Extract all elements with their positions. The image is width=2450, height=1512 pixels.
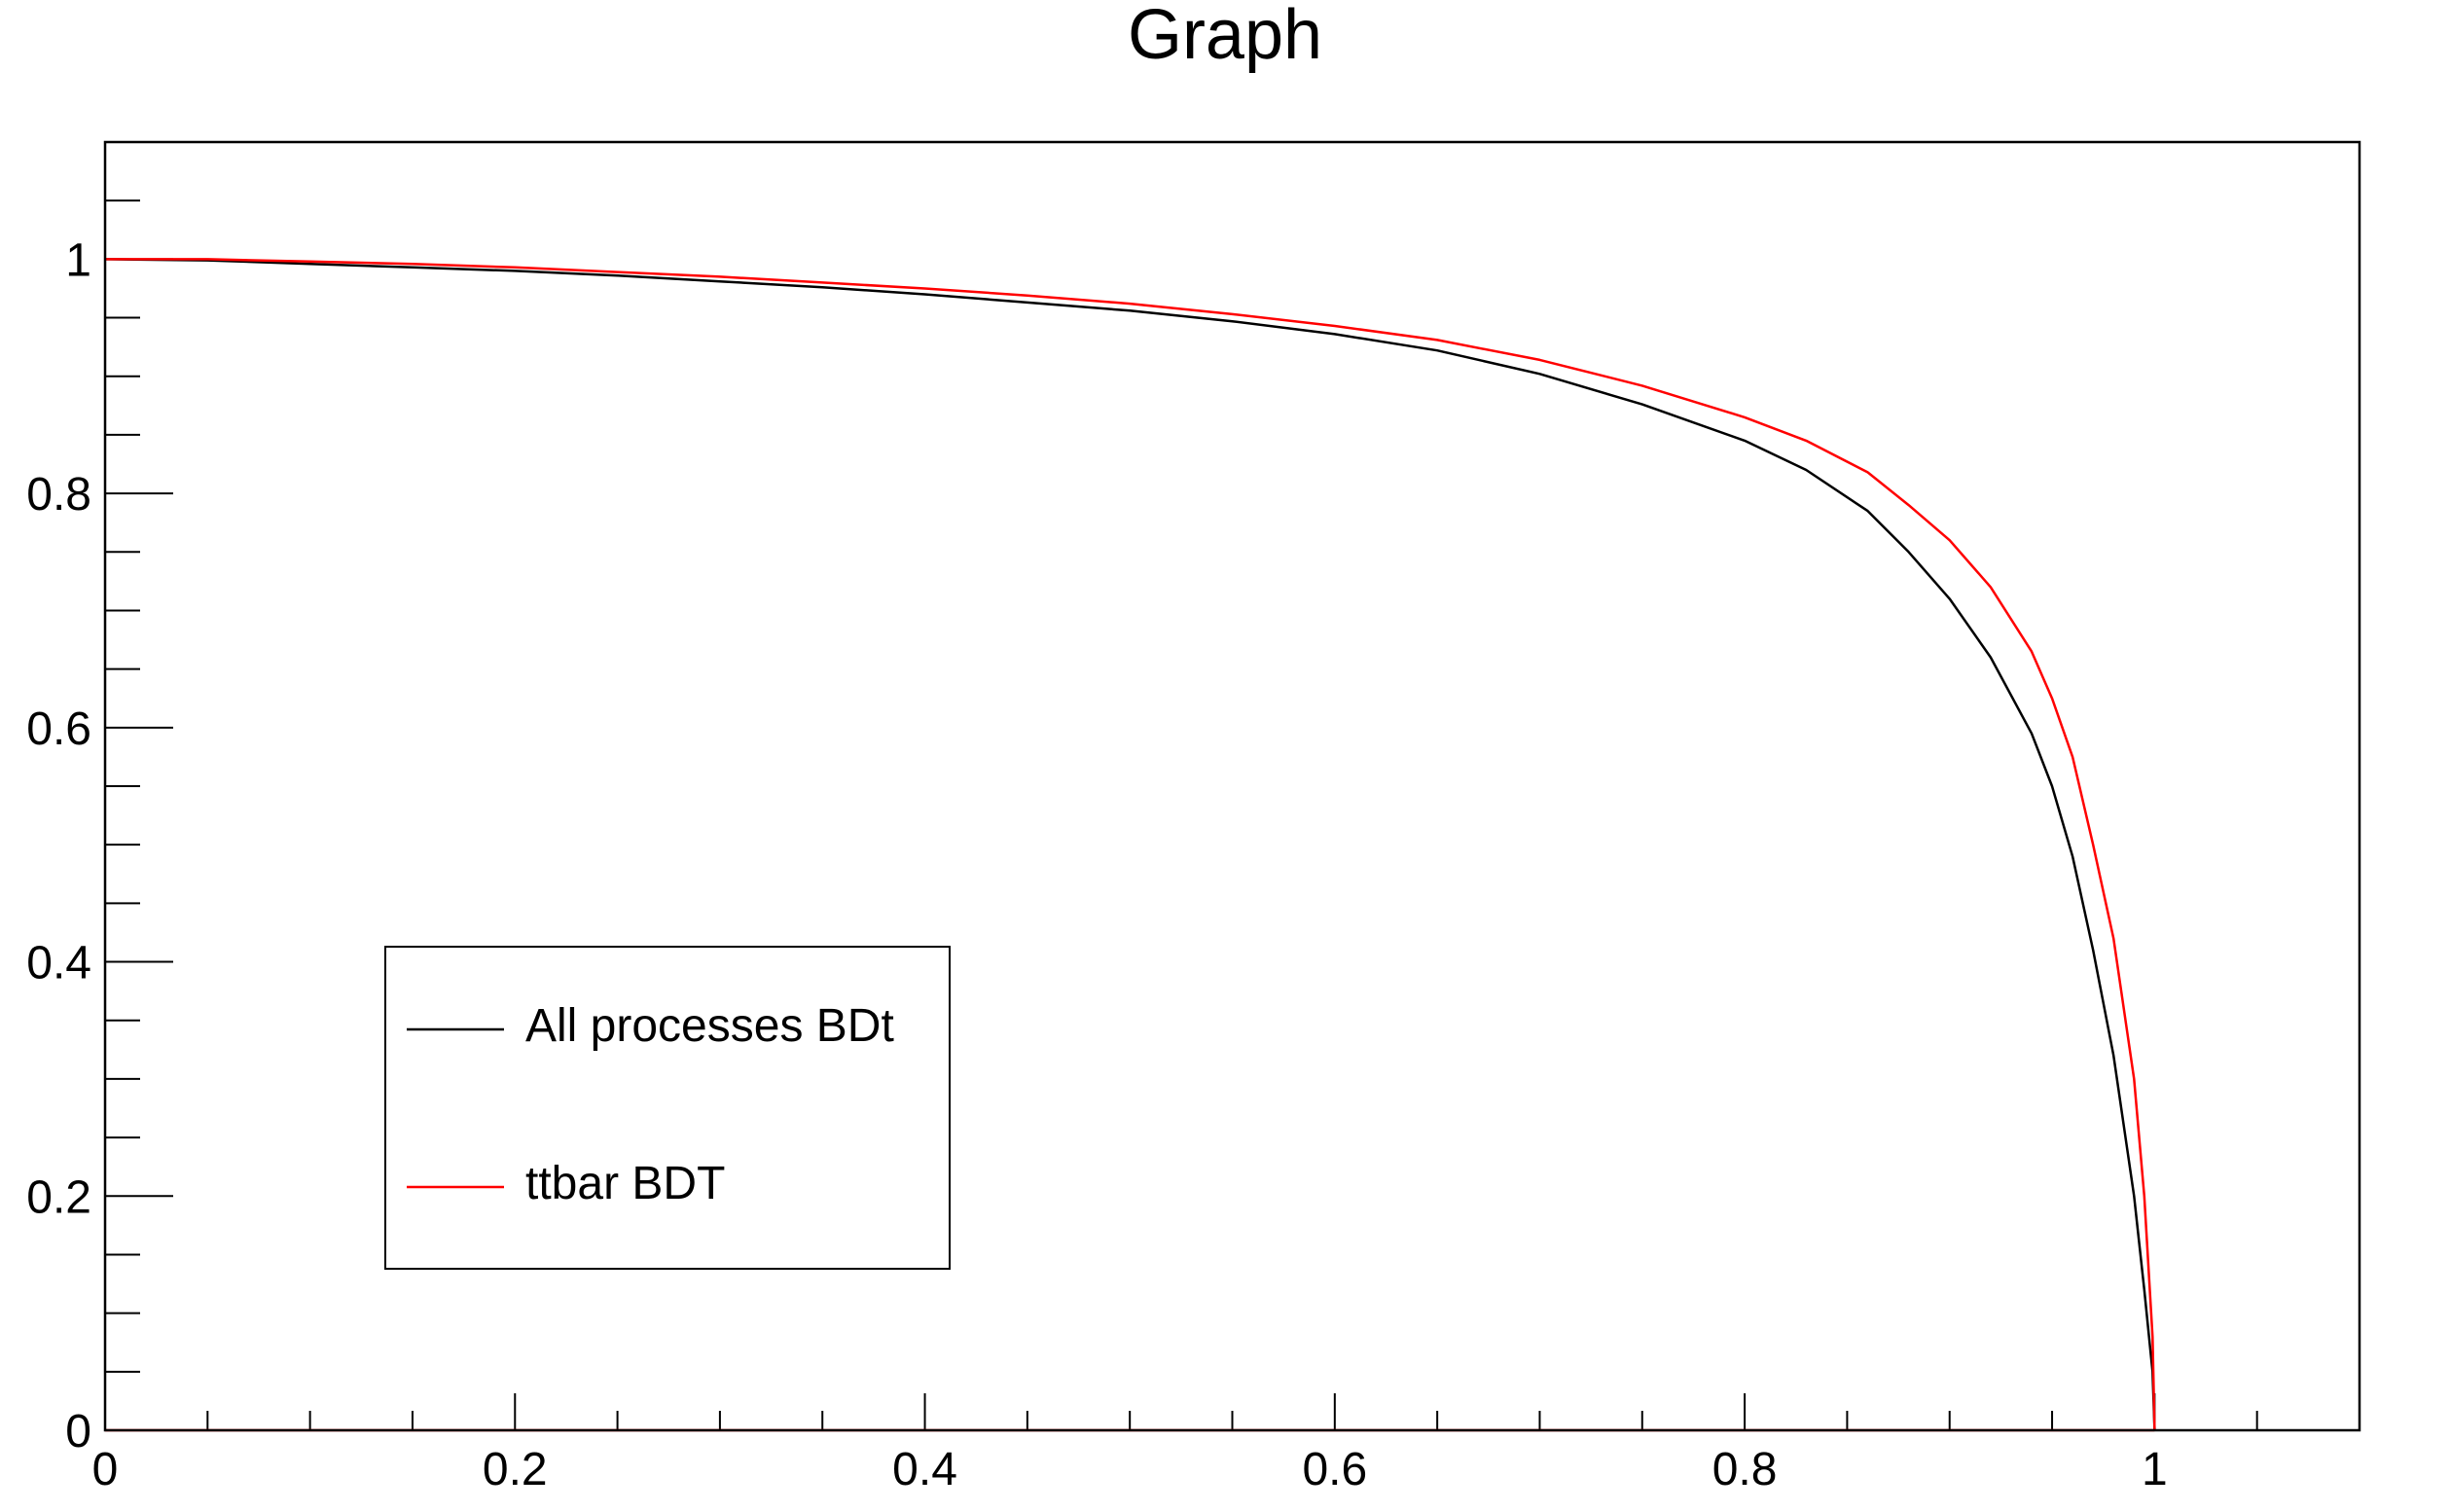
x-tick-label: 0.4 bbox=[892, 1444, 957, 1495]
legend-label-all-processes: All processes BDt bbox=[525, 1000, 894, 1052]
x-tick-label: 0 bbox=[92, 1444, 119, 1495]
y-tick-label: 0.4 bbox=[26, 938, 91, 990]
plot-frame bbox=[103, 140, 2361, 1432]
y-tick-label: 1 bbox=[65, 234, 91, 286]
x-tick-label: 0.6 bbox=[1302, 1444, 1367, 1495]
x-tick-label: 0.8 bbox=[1712, 1444, 1778, 1495]
y-tick-label: 0 bbox=[65, 1406, 91, 1458]
series-line-all-processes bbox=[104, 258, 2156, 1431]
x-tick-label: 0.2 bbox=[483, 1444, 548, 1495]
legend: All processes BDt ttbar BDT bbox=[384, 946, 951, 1270]
x-axis-ticks: 0 0.2 0.4 0.6 0.8 1 bbox=[92, 1393, 2360, 1495]
x-tick-label: 1 bbox=[2142, 1444, 2168, 1495]
series-line-ttbar bbox=[105, 258, 2156, 1431]
y-tick-label: 0.2 bbox=[26, 1171, 91, 1223]
y-axis-ticks: 0 0.2 0.4 0.6 0.8 1 bbox=[26, 141, 173, 1458]
chart-title: Graph bbox=[1128, 0, 1322, 74]
y-tick-label: 0.8 bbox=[26, 469, 91, 521]
legend-box bbox=[384, 946, 951, 1270]
y-tick-label: 0.6 bbox=[26, 703, 91, 755]
legend-label-ttbar: ttbar BDT bbox=[525, 1158, 725, 1209]
